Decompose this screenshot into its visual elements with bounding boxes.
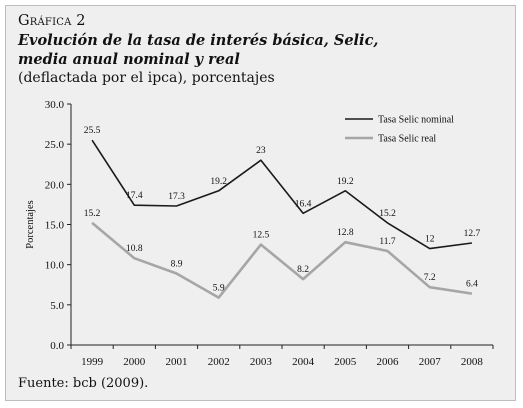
y-tick-label: 0.0 — [50, 340, 64, 352]
y-tick-label: 10.0 — [45, 260, 65, 272]
y-tick-label: 30.0 — [45, 99, 65, 111]
data-label: 8.9 — [171, 260, 183, 270]
series-line-real — [91, 221, 473, 299]
data-label: 5.9 — [213, 284, 225, 294]
data-label: 12.5 — [253, 231, 270, 241]
data-label: 12 — [425, 235, 435, 245]
data-label: 15.2 — [379, 209, 396, 219]
y-tick-label: 25.0 — [45, 139, 65, 151]
data-label: 12.7 — [464, 229, 481, 239]
data-label: 17.3 — [168, 192, 185, 202]
figure-title-line2: media anual nominal y real — [18, 51, 240, 68]
data-label: 16.4 — [295, 199, 312, 209]
data-label: 7.2 — [424, 273, 436, 283]
figure-title-line1: Evolución de la tasa de interés básica, … — [18, 32, 379, 49]
x-tick-label: 2007 — [419, 356, 442, 368]
x-tick-label: 2006 — [377, 356, 400, 368]
data-label: 15.2 — [84, 209, 101, 219]
figure-caption: Gráfica 2 Evolución de la tasa de interé… — [18, 12, 505, 88]
y-tick-label: 15.0 — [45, 220, 65, 232]
x-tick-label: 2004 — [292, 356, 315, 368]
x-tick-label: 2005 — [334, 356, 357, 368]
y-axis-label: Porcentajes — [25, 200, 36, 248]
data-label: 25.5 — [84, 126, 101, 136]
y-tick-label: 20.0 — [45, 179, 65, 191]
x-tick-label: 2003 — [250, 356, 273, 368]
x-tick-label: 2002 — [208, 356, 230, 368]
data-label: 11.7 — [379, 237, 396, 247]
data-label: 10.8 — [126, 244, 143, 254]
data-label: 19.2 — [210, 177, 227, 187]
data-label: 12.8 — [337, 228, 354, 238]
figure-subtitle: (deflactada por el ipca), porcentajes — [18, 70, 275, 86]
x-tick-label: 1999 — [81, 356, 104, 368]
figure-frame — [5, 5, 516, 401]
x-tick-label: 2000 — [123, 356, 146, 368]
legend-label: Tasa Selic real — [378, 134, 436, 145]
data-label: 6.4 — [466, 280, 478, 290]
y-tick-label: 5.0 — [50, 300, 64, 312]
figure-label: Gráfica 2 — [18, 13, 86, 29]
data-label: 17.4 — [126, 191, 143, 201]
x-tick-label: 2008 — [461, 356, 484, 368]
series-line-nominal — [91, 139, 473, 250]
legend-label: Tasa Selic nominal — [378, 115, 454, 126]
data-label: 8.2 — [297, 265, 309, 275]
x-tick-label: 2001 — [166, 356, 188, 368]
data-label: 23 — [256, 146, 266, 156]
data-label: 19.2 — [337, 177, 354, 187]
figure-source: Fuente: bcb (2009). — [18, 376, 149, 391]
